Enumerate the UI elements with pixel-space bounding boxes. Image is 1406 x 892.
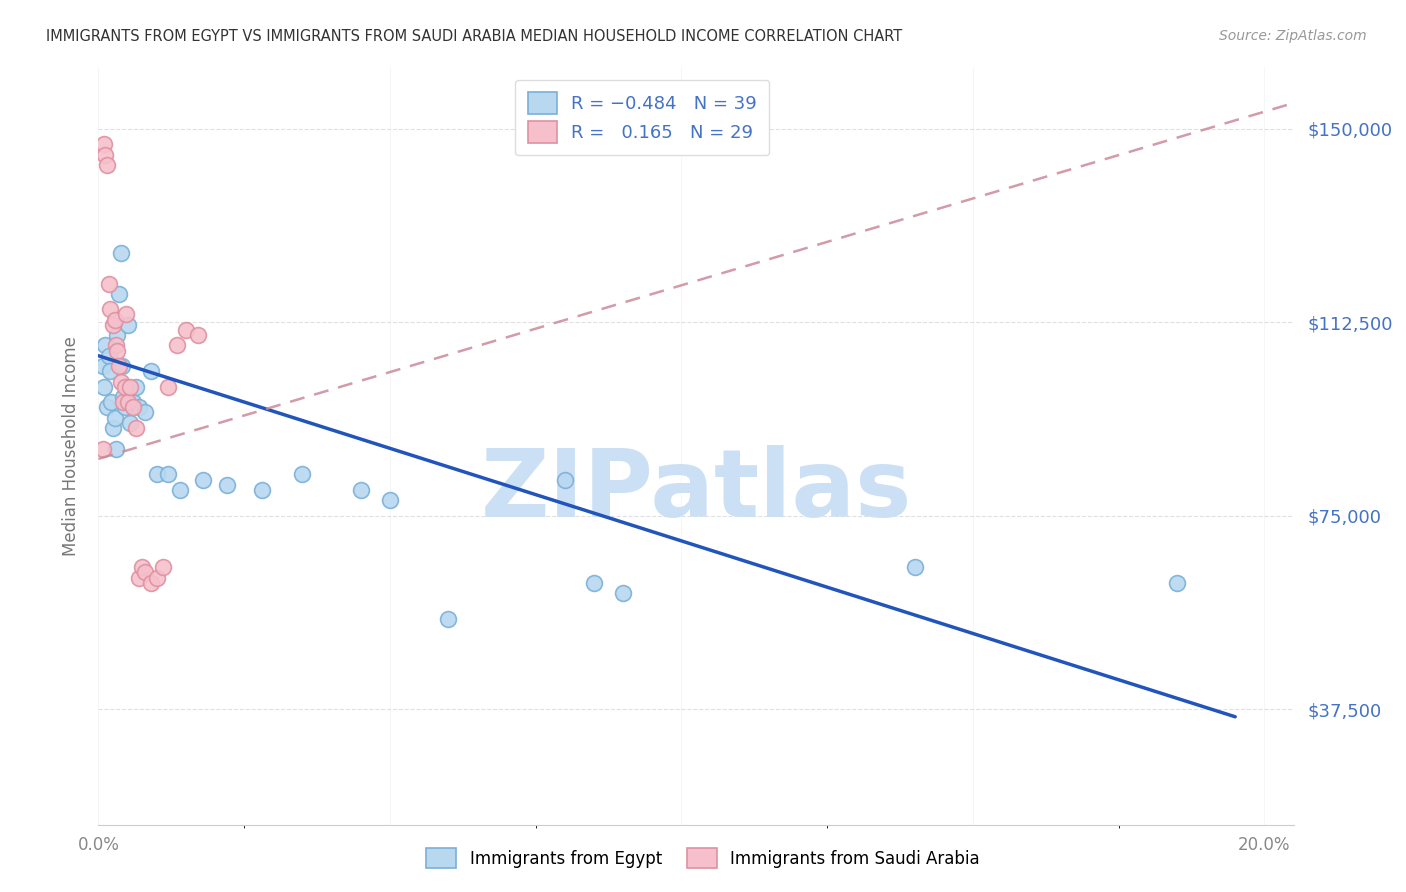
Point [94,147,117,161]
Point [93,380,115,394]
Point [120,416,142,430]
Point [122,401,145,415]
Point [104,410,127,425]
Point [94,338,117,352]
Point [96,158,118,172]
Point [97,277,120,291]
Point [1166,575,1188,590]
Point [101,318,124,332]
Point [903,560,925,574]
Point [115,308,138,322]
Point [378,493,401,508]
Point [152,560,174,574]
Point [97,349,120,363]
Point [105,343,128,358]
Point [108,359,131,373]
Point [114,401,136,415]
Point [98,364,121,378]
Y-axis label: Median Household Income: Median Household Income [62,336,80,556]
Point [105,328,128,343]
Point [104,442,127,456]
Point [91,442,114,456]
Point [291,467,314,482]
Point [108,286,131,301]
Point [117,395,139,409]
Point [125,380,148,394]
Point [169,483,191,497]
Text: Source: ZipAtlas.com: Source: ZipAtlas.com [1219,29,1367,43]
Point [104,312,127,326]
Point [128,401,150,415]
Text: ZIPatlas: ZIPatlas [481,445,911,538]
Point [117,318,139,332]
Legend: R = −0.484   N = 39, R =   0.165   N = 29: R = −0.484 N = 39, R = 0.165 N = 29 [515,79,769,155]
Point [145,467,167,482]
Point [437,612,460,626]
Point [166,338,188,352]
Point [114,380,136,394]
Point [134,405,156,419]
Legend: Immigrants from Egypt, Immigrants from Saudi Arabia: Immigrants from Egypt, Immigrants from S… [418,839,988,877]
Point [111,359,134,373]
Point [145,570,167,584]
Point [157,467,180,482]
Point [101,421,124,435]
Point [122,395,145,409]
Point [250,483,273,497]
Point [111,390,134,404]
Text: IMMIGRANTS FROM EGYPT VS IMMIGRANTS FROM SAUDI ARABIA MEDIAN HOUSEHOLD INCOME CO: IMMIGRANTS FROM EGYPT VS IMMIGRANTS FROM… [46,29,903,44]
Point [91,359,114,373]
Point [186,328,208,343]
Point [193,473,215,487]
Point [157,380,180,394]
Point [139,364,162,378]
Point [104,338,127,352]
Point [125,421,148,435]
Point [98,302,121,317]
Point [139,575,162,590]
Point [582,575,605,590]
Point [131,560,153,574]
Point [96,401,118,415]
Point [120,380,142,394]
Point [110,375,132,389]
Point [612,586,634,600]
Point [128,570,150,584]
Point [215,477,238,491]
Point [110,245,132,260]
Point [115,380,138,394]
Point [93,137,115,152]
Point [174,323,197,337]
Point [111,395,134,409]
Point [134,566,156,580]
Point [100,395,122,409]
Point [350,483,373,497]
Point [554,473,576,487]
